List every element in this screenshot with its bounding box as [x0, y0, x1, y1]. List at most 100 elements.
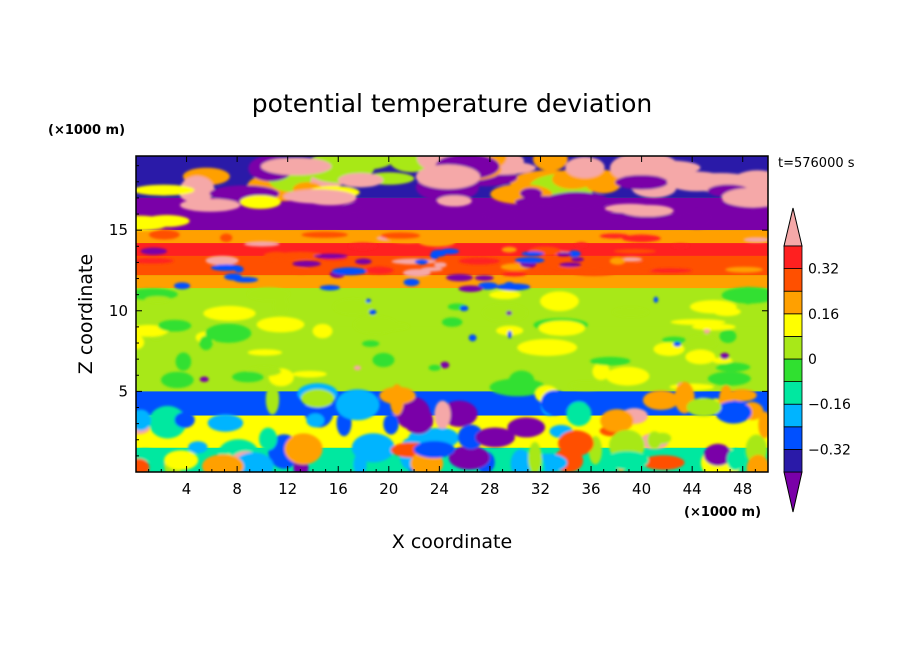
contour-blob	[496, 283, 531, 291]
contour-blob	[489, 378, 546, 397]
contour-blob	[351, 433, 395, 463]
contour-blob	[558, 430, 594, 457]
contour-blob	[568, 380, 604, 391]
contour-blob	[613, 249, 657, 254]
x-axis-label: X coordinate	[392, 531, 512, 553]
contour-blob	[743, 237, 768, 243]
contour-blob	[158, 319, 192, 332]
contour-blob	[609, 257, 626, 265]
contour-blob	[403, 406, 434, 435]
contour-blob	[647, 431, 662, 450]
contour-blob	[740, 286, 756, 305]
contour-blob	[571, 257, 584, 262]
contour-blob	[403, 278, 420, 287]
colorbar-min-arrow	[783, 471, 803, 513]
contour-blob	[136, 335, 145, 350]
x-tick-label: 24	[430, 480, 449, 498]
contour-blob	[642, 455, 685, 470]
contour-blob	[203, 305, 256, 321]
contour-blob	[164, 450, 199, 471]
contour-blob	[136, 184, 195, 196]
contour-blob	[301, 231, 348, 238]
contour-band	[136, 275, 768, 289]
colorbar-tick-label: −0.32	[808, 442, 851, 458]
contour-blob	[199, 335, 213, 351]
contour-blob	[607, 213, 632, 225]
contour-blob	[685, 349, 716, 365]
colorbar-segment	[783, 403, 803, 428]
contour-blob	[720, 352, 730, 360]
contour-blob	[233, 452, 274, 472]
colorbar-tick-label: 0.32	[808, 262, 839, 278]
contour-blob	[686, 397, 722, 417]
contour-blob	[448, 445, 490, 470]
contour-blob	[188, 441, 208, 454]
colorbar-max-arrow	[783, 207, 803, 247]
contour-blob	[415, 164, 481, 190]
contour-blob	[140, 247, 168, 255]
contour-blob	[335, 389, 380, 421]
contour-blob	[161, 371, 194, 389]
contour-blob	[517, 339, 578, 356]
contour-blob	[536, 266, 585, 274]
contour-blob	[479, 206, 522, 222]
colorbar-tick-label: −0.16	[808, 397, 851, 413]
x-tick-label: 40	[632, 480, 651, 498]
contour-blob	[572, 269, 616, 276]
contour-blob	[256, 316, 305, 333]
contour-blob	[428, 364, 441, 371]
colorbar-segment	[783, 358, 803, 383]
y-unit-label: (×1000 m)	[48, 123, 125, 138]
x-tick-label: 4	[182, 480, 192, 498]
contour-blob	[292, 260, 321, 267]
contour-blob	[355, 258, 372, 265]
contour-blob	[434, 262, 447, 268]
contour-blob	[673, 341, 682, 347]
contour-blob	[201, 454, 244, 472]
contour-blob	[260, 157, 332, 176]
x-tick-label: 20	[379, 480, 398, 498]
contour-blob	[136, 215, 170, 231]
colorbar-segment	[783, 426, 803, 450]
contour-blob	[276, 251, 324, 259]
contour-blob	[207, 414, 244, 432]
contour-blob	[391, 258, 437, 265]
contour-blob	[642, 390, 679, 411]
contour-blob	[501, 246, 517, 253]
contour-blob	[436, 195, 472, 207]
contour-blob	[715, 362, 751, 372]
x-tick-label: 36	[581, 480, 600, 498]
contour-blob	[418, 237, 456, 247]
colorbar-segment	[783, 245, 803, 270]
contour-blob	[333, 298, 373, 315]
contour-blob	[565, 156, 605, 179]
contour-blob	[556, 252, 572, 257]
contour-blob	[707, 371, 751, 386]
contour-blob	[247, 349, 283, 356]
contour-blob	[284, 433, 323, 465]
contour-blob	[507, 417, 546, 438]
contour-blob	[458, 285, 483, 292]
y-axis-label: Z coordinate	[75, 254, 97, 374]
contour-blob	[136, 258, 174, 264]
colorbar-tick-label: 0.16	[808, 307, 839, 323]
contour-blob	[239, 195, 281, 209]
contour-blob	[671, 243, 690, 249]
contour-blob	[175, 352, 192, 371]
contour-blob	[300, 389, 335, 408]
contour-blob	[721, 187, 768, 208]
contour-blob	[136, 409, 151, 431]
x-tick-label: 8	[232, 480, 242, 498]
contour-blob	[559, 262, 582, 268]
contour-blob	[458, 257, 500, 265]
contour-blob	[431, 249, 447, 257]
contour-blob	[538, 320, 586, 336]
contour-blob	[514, 257, 545, 264]
contour-blob	[605, 451, 649, 470]
x-tick-label: 16	[329, 480, 348, 498]
contour-blob	[364, 266, 394, 275]
contour-blob	[540, 390, 569, 416]
x-unit-label: (×1000 m)	[684, 505, 761, 520]
contour-blob	[331, 267, 367, 276]
